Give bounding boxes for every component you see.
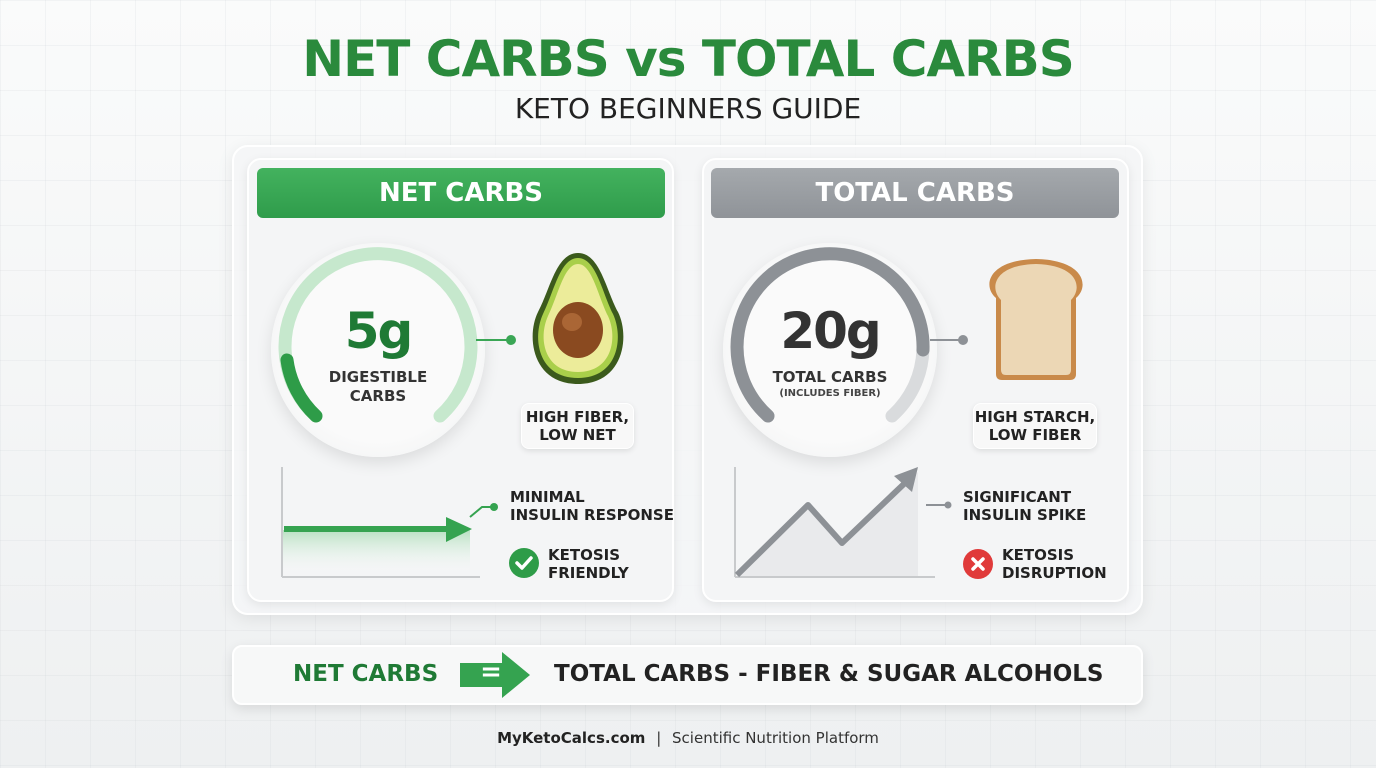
- net-food-tag-line-2: LOW NET: [539, 426, 616, 444]
- total-carbs-header: TOTAL CARBS: [711, 168, 1119, 218]
- net-status-line-2: FRIENDLY: [548, 564, 629, 582]
- page-subtitle: KETO BEGINNERS GUIDE: [514, 92, 862, 125]
- total-food-tag: HIGH STARCH, LOW FIBER: [973, 403, 1097, 449]
- formula-net-carbs: NET CARBS: [293, 661, 439, 687]
- total-connector: [930, 335, 968, 345]
- total-insulin-line-2: INSULIN SPIKE: [963, 506, 1087, 524]
- footer-tagline: Scientific Nutrition Platform: [672, 729, 879, 747]
- x-icon: [963, 549, 993, 579]
- total-carbs-value: 20g: [780, 302, 881, 360]
- bread-icon: [989, 259, 1083, 380]
- formula-equals: =: [480, 657, 502, 687]
- total-insulin-line-1: SIGNIFICANT: [963, 488, 1072, 506]
- total-insulin-chart: [734, 467, 952, 578]
- total-food-tag-line-1: HIGH STARCH,: [974, 408, 1096, 426]
- net-carbs-value: 5g: [344, 302, 414, 360]
- net-insulin-line-2: INSULIN RESPONSE: [510, 506, 674, 524]
- check-icon: [509, 548, 539, 578]
- total-status-line-1: KETOSIS: [1002, 546, 1075, 564]
- formula-total: TOTAL CARBS - FIBER & SUGAR ALCOHOLS: [554, 661, 1104, 687]
- net-gauge-arc: [278, 247, 478, 423]
- net-insulin-chart: [281, 467, 498, 578]
- net-food-tag-line-1: HIGH FIBER,: [525, 408, 630, 426]
- net-carbs-label-1: DIGESTIBLE: [328, 368, 428, 386]
- avocado-icon: [532, 253, 624, 384]
- total-status-line-2: DISRUPTION: [1002, 564, 1107, 582]
- total-gauge-arc: [730, 247, 930, 423]
- total-insulin-label: SIGNIFICANT INSULIN SPIKE: [963, 488, 1086, 524]
- net-connector: [476, 335, 516, 345]
- total-ketosis-status: KETOSIS DISRUPTION: [1002, 546, 1107, 582]
- total-carbs-label-2: (INCLUDES FIBER): [779, 388, 881, 399]
- footer: MyKetoCalcs.com | Scientific Nutrition P…: [0, 729, 1376, 747]
- total-carbs-label-1: TOTAL CARBS: [772, 368, 888, 386]
- net-carbs-label-2: CARBS: [349, 387, 407, 405]
- net-ketosis-status: KETOSIS FRIENDLY: [548, 546, 629, 582]
- net-insulin-label: MINIMAL INSULIN RESPONSE: [510, 488, 674, 524]
- equals-arrow-icon: [460, 652, 530, 698]
- net-status-line-1: KETOSIS: [548, 546, 621, 564]
- total-food-tag-line-2: LOW FIBER: [988, 426, 1082, 444]
- page-title: NET CARBS vs TOTAL CARBS: [302, 30, 1075, 88]
- formula-bar: [232, 645, 1143, 705]
- footer-site-link[interactable]: MyKetoCalcs.com: [497, 729, 646, 747]
- net-insulin-line-1: MINIMAL: [510, 488, 585, 506]
- net-carbs-header: NET CARBS: [257, 168, 665, 218]
- footer-separator: |: [656, 729, 662, 747]
- net-food-tag: HIGH FIBER, LOW NET: [521, 403, 634, 449]
